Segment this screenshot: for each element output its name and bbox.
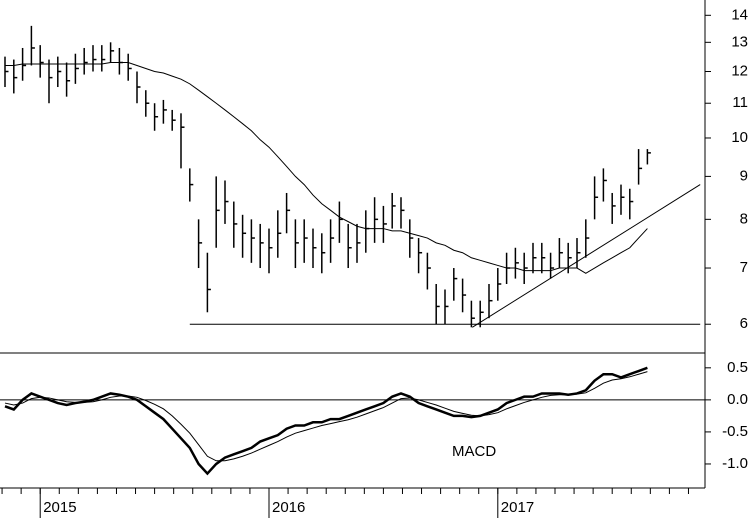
y-tick-label: -1.0 [722,455,748,472]
y-tick-label: 8 [740,210,748,227]
macd-line [4,366,648,476]
moving-average [5,62,648,274]
y-tick-label: 10 [731,129,748,146]
x-tick-label: 2016 [272,499,305,516]
x-tick-label: 2015 [43,499,76,516]
y-tick-label: 7 [740,259,748,276]
y-tick-label: 0.5 [727,359,748,376]
trend-line [472,184,701,328]
y-tick-label: 13 [731,33,748,50]
y-tick-label: 11 [732,94,748,111]
y-tick-label: -0.5 [722,423,748,440]
macd-line [4,371,648,462]
y-tick-label: 9 [740,167,748,184]
y-tick-label: 0.0 [727,391,748,408]
x-tick-label: 2017 [501,499,534,516]
y-tick-label: 12 [731,62,748,79]
annotation: MACD [452,443,496,460]
y-tick-label: 6 [740,315,748,332]
y-tick-label: 14 [731,6,748,23]
